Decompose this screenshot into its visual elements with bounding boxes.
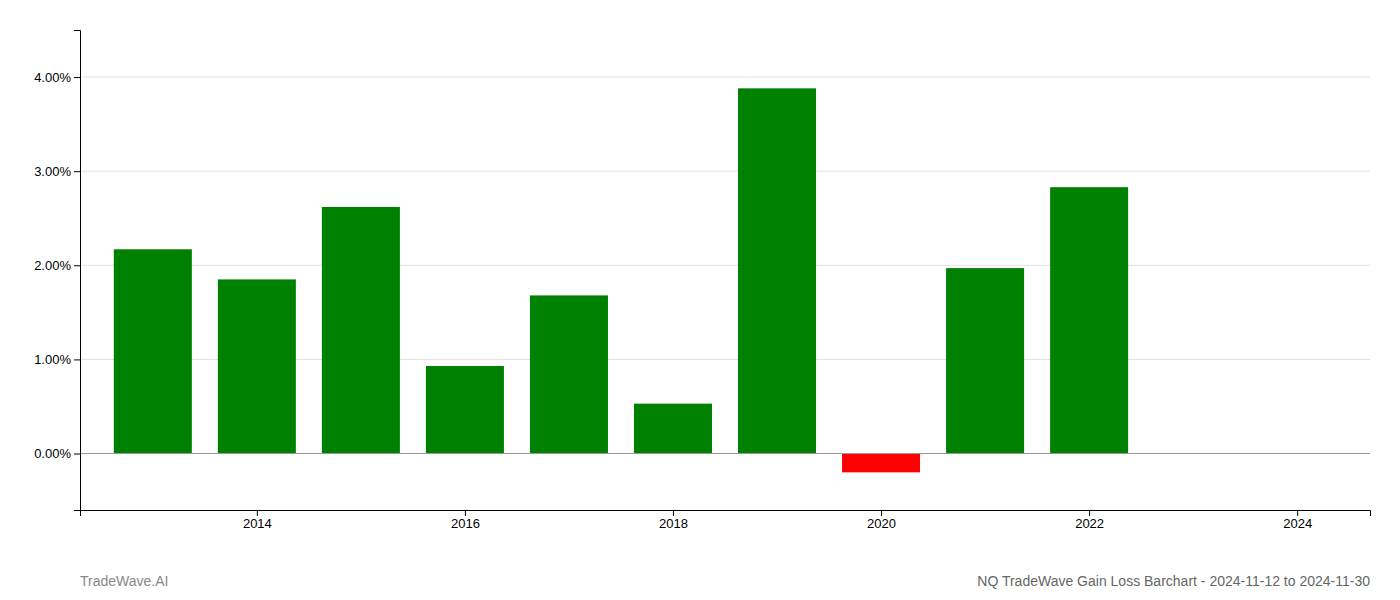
title: NQ TradeWave Gain Loss Barchart - 2024-1…: [977, 573, 1370, 589]
tick-label: 1.00%: [34, 352, 71, 367]
tick-mark: [673, 510, 674, 516]
tick: 4.00%: [34, 70, 80, 85]
tick-mark: [1297, 510, 1298, 516]
tick-label: 2020: [867, 516, 896, 531]
tick: 2016: [451, 510, 480, 531]
bar: [322, 207, 400, 454]
bar: [530, 295, 608, 453]
tick-mark: [465, 510, 466, 516]
tick: 2.00%: [34, 258, 80, 273]
grid-line: [80, 265, 1370, 266]
bar: [738, 88, 816, 453]
tick-label: 2024: [1283, 516, 1312, 531]
bars: [114, 88, 1128, 472]
grid-line: [80, 453, 1370, 454]
bar: [218, 279, 296, 453]
zero-line: [80, 453, 1370, 454]
tick-mark: [74, 77, 80, 78]
bar: [426, 366, 504, 454]
plot: 0.00% 1.00% 2.00% 3.00% 4.00% 2014 2016 2018 202…: [34, 31, 1370, 532]
bar: [946, 268, 1024, 453]
tick: 2018: [659, 510, 688, 531]
tick-mark: [257, 510, 258, 516]
bar: [1050, 187, 1128, 453]
tick-label: 2016: [451, 516, 480, 531]
tick-label: 3.00%: [34, 164, 71, 179]
y-axis: 0.00% 1.00% 2.00% 3.00% 4.00%: [34, 31, 80, 511]
tick: 2024: [1283, 510, 1312, 531]
bar: [114, 249, 192, 453]
tick-label: 2022: [1075, 516, 1104, 531]
axis-line: [81, 511, 1371, 517]
tick-mark: [1089, 510, 1090, 516]
grid: [80, 77, 1370, 453]
tick-label: 2.00%: [34, 258, 71, 273]
tick-mark: [74, 171, 80, 172]
tick: 2020: [867, 510, 896, 531]
tick: 2022: [1075, 510, 1104, 531]
chart: 0.00% 1.00% 2.00% 3.00% 4.00% 2014 2016 2018 202…: [0, 0, 1400, 600]
grid-line: [80, 171, 1370, 172]
grid-line: [80, 77, 1370, 78]
bar: [842, 454, 920, 473]
tick-mark: [881, 510, 882, 516]
tick: 1.00%: [34, 352, 80, 367]
tick: 0.00%: [34, 446, 80, 461]
tick: 2014: [243, 510, 272, 531]
tick-mark: [74, 265, 80, 266]
bar: [634, 404, 712, 454]
tick-label: 0.00%: [34, 446, 71, 461]
tick: 3.00%: [34, 164, 80, 179]
tick-label: 4.00%: [34, 70, 71, 85]
annotation: TradeWave.AI: [80, 573, 168, 589]
tick-label: 2014: [243, 516, 272, 531]
axis-line: [74, 31, 81, 511]
x-axis: 2014 2016 2018 2020 2022 2024: [81, 510, 1371, 531]
tick-mark: [74, 454, 80, 455]
tick-label: 2018: [659, 516, 688, 531]
tick-mark: [74, 359, 80, 360]
